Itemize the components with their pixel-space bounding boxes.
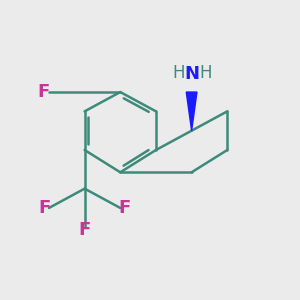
Text: F: F xyxy=(38,199,51,217)
Text: N: N xyxy=(184,65,199,83)
Text: F: F xyxy=(79,221,91,239)
Text: H: H xyxy=(200,64,212,82)
Text: F: F xyxy=(118,199,131,217)
Text: F: F xyxy=(38,83,50,101)
Text: H: H xyxy=(172,64,184,82)
Polygon shape xyxy=(186,92,197,131)
